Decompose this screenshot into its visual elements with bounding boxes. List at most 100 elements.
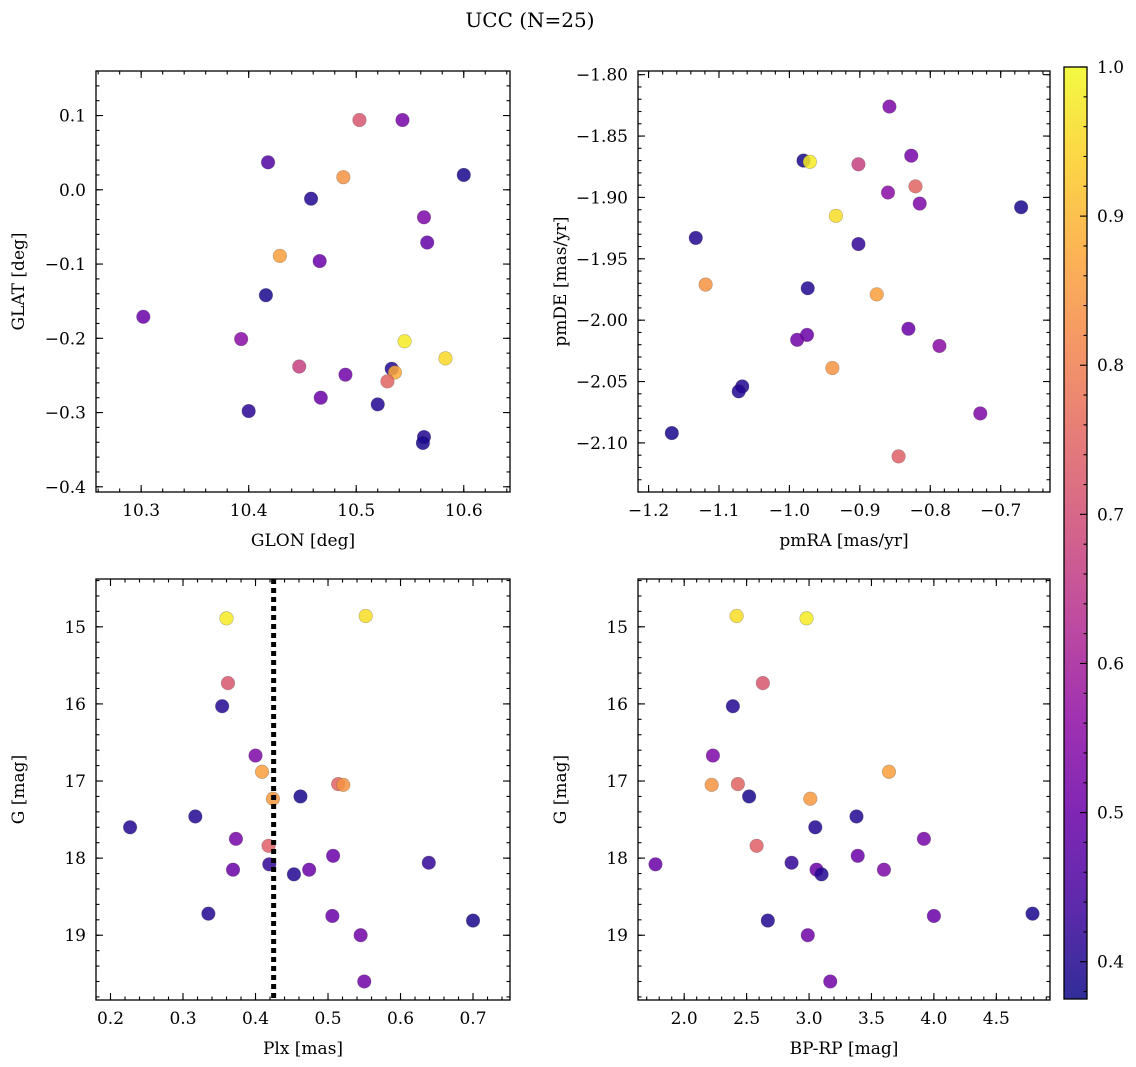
- y-tick-label: −1.80: [576, 66, 628, 86]
- data-point: [799, 611, 814, 626]
- data-point: [248, 748, 263, 763]
- x-tick-label: 3.0: [796, 1009, 823, 1029]
- data-point: [420, 235, 435, 250]
- x-tick-label: −0.9: [839, 501, 880, 521]
- x-tick-label: 10.6: [445, 501, 483, 521]
- data-point: [415, 435, 430, 451]
- x-tick-label: −1.2: [628, 501, 669, 521]
- data-point: [258, 288, 274, 303]
- data-point: [225, 862, 241, 877]
- x-tick-label: 0.6: [387, 1009, 414, 1029]
- data-point: [215, 699, 230, 714]
- x-axis-label: pmRA [mas/yr]: [779, 531, 908, 551]
- data-point: [325, 848, 341, 863]
- data-point: [397, 334, 412, 349]
- x-tick-label: 2.5: [733, 1009, 760, 1029]
- colorbar-gradient: [1063, 66, 1088, 1000]
- y-tick-label: 0.1: [59, 107, 86, 127]
- y-tick-label: −2.10: [576, 434, 628, 454]
- data-point: [876, 862, 892, 877]
- figure-title: UCC (N=25): [465, 8, 594, 32]
- data-point: [303, 191, 319, 206]
- colorbar-tick-label: 0.8: [1097, 356, 1124, 376]
- data-point: [802, 154, 817, 169]
- data-point: [688, 230, 703, 246]
- data-point: [704, 777, 719, 792]
- x-tick-label: 10.5: [337, 501, 375, 521]
- data-point: [421, 855, 436, 870]
- data-point: [241, 403, 256, 419]
- data-point: [293, 789, 308, 804]
- data-point: [730, 777, 745, 792]
- data-point: [313, 390, 328, 405]
- data-point: [912, 196, 927, 211]
- data-point: [122, 820, 138, 835]
- data-point: [800, 281, 815, 296]
- data-point: [358, 608, 373, 624]
- y-axis-label: G [mag]: [9, 755, 29, 824]
- data-point: [1014, 200, 1029, 215]
- data-point: [353, 928, 368, 943]
- data-point: [336, 777, 351, 792]
- data-point: [456, 167, 471, 183]
- y-tick-label: −1.90: [576, 188, 628, 208]
- data-point: [880, 185, 896, 200]
- y-tick-label: 16: [64, 695, 86, 715]
- plot-frame: [95, 70, 511, 493]
- y-tick-label: 17: [606, 772, 628, 792]
- y-tick-label: −2.05: [576, 373, 628, 393]
- data-point: [825, 360, 840, 376]
- y-tick-label: 17: [64, 772, 86, 792]
- data-point: [336, 170, 351, 185]
- data-point: [749, 838, 764, 853]
- data-point: [869, 287, 884, 302]
- x-tick-label: 10.3: [122, 501, 160, 521]
- data-point: [932, 338, 947, 354]
- x-tick-label: 10.4: [230, 501, 268, 521]
- y-tick-label: −0.4: [45, 478, 86, 498]
- data-point: [901, 321, 916, 336]
- data-point: [136, 309, 151, 324]
- data-point: [352, 112, 367, 128]
- data-point: [803, 791, 818, 806]
- y-tick-label: −0.2: [45, 329, 86, 349]
- y-tick-label: −0.3: [45, 404, 86, 424]
- data-point: [926, 908, 941, 924]
- data-point: [814, 867, 829, 882]
- data-point: [784, 855, 799, 870]
- y-tick-label: −0.1: [45, 255, 86, 275]
- data-point: [465, 913, 481, 928]
- panel-bprp-g: 2.0 2.5 3.0 3.5 4.0 4.5 15 16 17 18 19 BP-RP [mag] G…: [551, 578, 1051, 1059]
- data-point: [272, 248, 287, 263]
- data-point: [228, 831, 244, 846]
- y-tick-label: 15: [64, 618, 86, 638]
- panel-plx-g: 0.2 0.3 0.4 0.5 0.6 0.7 15 16 17 18 19 Plx [mas] G […: [9, 578, 511, 1059]
- data-point: [729, 608, 744, 624]
- panel-glon-glat: 10.3 10.4 10.5 10.6 −0.4 −0.3 −0.2 −0.1 0.0 0.1 GL…: [9, 70, 511, 551]
- y-tick-label: 15: [606, 618, 628, 638]
- colorbar-tick-label: 0.7: [1097, 505, 1124, 525]
- data-point: [438, 351, 453, 366]
- y-tick-label: 16: [606, 695, 628, 715]
- colorbar: 0.4 0.5 0.6 0.7 0.8 0.9 1.0: [1063, 58, 1124, 1000]
- x-tick-label: 4.5: [983, 1009, 1010, 1029]
- data-point: [904, 148, 919, 163]
- data-point: [370, 397, 385, 412]
- data-point: [664, 425, 679, 441]
- data-point: [808, 820, 823, 835]
- plot-frame: [637, 578, 1051, 1001]
- data-point: [881, 764, 897, 779]
- x-axis-label: BP-RP [mag]: [790, 1039, 899, 1059]
- data-point: [219, 611, 234, 626]
- data-point: [325, 908, 340, 924]
- data-point: [760, 913, 775, 928]
- y-tick-label: 18: [64, 849, 86, 869]
- data-point: [891, 449, 906, 464]
- x-tick-label: 4.0: [920, 1009, 947, 1029]
- x-tick-label: 0.4: [242, 1009, 269, 1029]
- data-point: [851, 157, 866, 172]
- x-tick-label: 0.7: [459, 1009, 486, 1029]
- colorbar-tick-label: 0.5: [1097, 804, 1124, 824]
- x-tick-label: 0.5: [314, 1009, 341, 1029]
